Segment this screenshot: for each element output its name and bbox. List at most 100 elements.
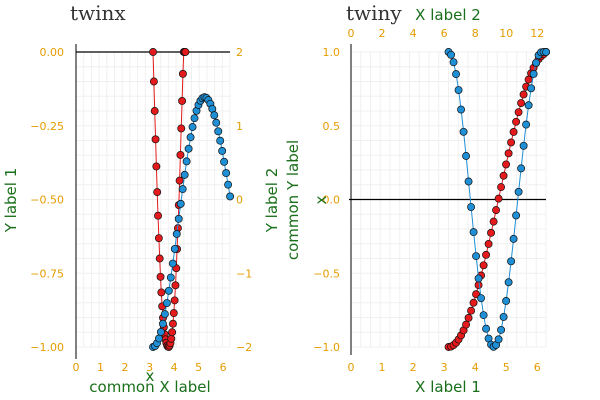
data-point [512,117,521,126]
data-point [507,138,516,147]
data-point [462,152,471,160]
bottom-x-tick-label: 1 [379,361,386,374]
left-y-tick-label: 0.00 [40,46,65,59]
data-point [509,127,518,136]
data-point [527,84,536,93]
bottom-x-tick-label: 2 [410,361,417,374]
data-point [494,335,503,344]
data-point [522,120,531,129]
data-point [167,334,176,343]
data-point [524,101,533,110]
data-point [152,162,161,171]
top-x-tick-label: 6 [441,27,448,40]
data-point [176,151,185,159]
data-point [514,108,523,117]
data-point [157,288,166,297]
right-y-tick-label: 1 [236,120,243,133]
data-point [174,214,183,223]
data-point [186,133,195,142]
data-point [216,136,225,145]
data-point [507,257,516,266]
data-point [467,306,476,315]
series-1 [149,93,235,351]
x-tick-label: 6 [220,361,227,374]
data-point [452,70,461,79]
bottom-x-axis-label: X label 1 [415,378,481,396]
data-point [479,311,488,320]
data-point [169,319,177,328]
data-point [469,228,478,237]
data-point [499,171,508,180]
data-point [222,169,231,178]
data-point [482,250,491,259]
data-point [218,147,227,155]
x-axis-label: common X label [89,378,210,396]
data-point [151,135,160,144]
data-point [171,281,180,290]
y-axis-secondary-label: Y label 2 [263,168,281,234]
data-point [156,328,165,336]
data-point [477,294,486,303]
panel-twiny: twiny X label 20 2 4 6 8 10 120 1 2 3 4 5 6−1.0−0.50.… [263,1,551,396]
data-point [155,254,164,263]
data-point [226,192,235,201]
top-x-axis-label: X label 2 [415,6,481,24]
data-point [532,58,541,67]
data-point [180,170,189,179]
data-point [162,299,171,307]
data-point [492,206,501,215]
data-point [449,58,458,67]
data-point [224,180,233,189]
data-point [512,211,521,220]
left-y-tick-label: −0.25 [30,120,64,133]
data-point [519,141,528,150]
data-point [154,211,162,220]
data-point [454,86,463,95]
data-point [182,157,191,166]
bottom-x-tick-label: 3 [441,361,448,374]
data-point [190,114,199,123]
top-x-tick-label: 2 [379,27,386,40]
data-point [220,157,229,166]
bottom-x-tick-label: 6 [534,361,541,374]
top-x-tick-label: 0 [348,27,355,40]
data-point [517,99,526,107]
data-point [176,199,185,208]
data-point [170,244,179,253]
data-point [514,187,523,196]
data-point [188,123,197,131]
top-x-tick-label: 4 [410,27,417,40]
data-point [169,309,178,318]
left-y-tick-label: −0.50 [30,194,64,207]
right-y-tick-label: −1 [236,267,252,280]
data-point [212,118,221,127]
data-point [459,127,468,136]
data-point [464,177,473,186]
x-tick-label: 5 [195,361,202,374]
data-point [542,48,551,56]
y-axis-label: Y label 1 [2,168,20,234]
data-point [487,228,496,237]
bottom-x-tick-label: 5 [503,361,510,374]
data-point [154,234,163,243]
panel-twinx: twinx −1.00 −0.75 −0.50 −0.25 0.00 −2 −1 0 1 2 0 1 2 3… [2,1,252,396]
data-point [502,160,511,169]
data-point [178,69,187,78]
y-tick-label: 0.0 [323,194,341,207]
data-point [210,111,219,120]
data-point [149,48,157,56]
y-tick-label: −0.5 [313,267,340,280]
data-point [504,149,513,158]
data-point [160,310,169,319]
data-point [517,164,526,173]
data-point [519,90,528,99]
data-point [156,272,165,281]
x-tick-label: 2 [122,361,129,374]
data-point [469,298,478,307]
chart-title: twiny [346,1,402,25]
data-point [181,48,190,56]
data-point [467,203,476,211]
data-point [479,261,488,270]
left-y-tick-label: −1.00 [30,341,64,354]
